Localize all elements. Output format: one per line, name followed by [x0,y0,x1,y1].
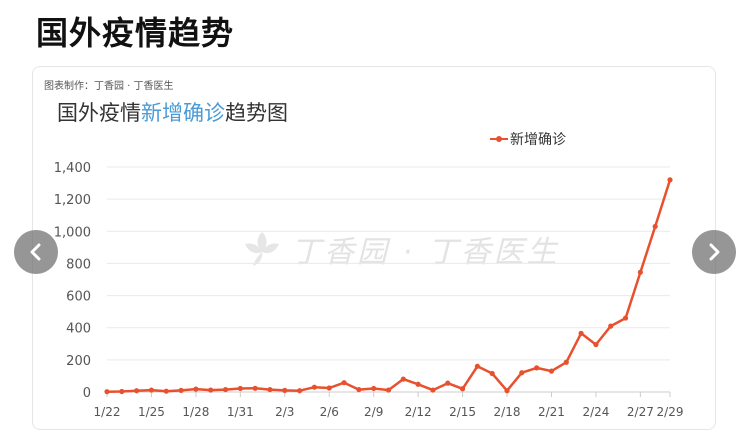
legend-label: 新增确诊 [510,132,566,148]
legend-line-marker-icon [490,136,508,142]
data-point [297,388,303,394]
y-tick-label: 400 [66,322,91,337]
chart-title-suffix: 趋势图 [225,101,288,125]
data-point [667,177,673,183]
x-tick-label: 1/31 [227,405,254,419]
data-point [637,269,643,275]
carousel-prev-button[interactable] [14,230,58,274]
y-tick-label: 200 [66,354,91,369]
chart-title-prefix: 国外疫情 [57,101,141,125]
data-point [208,387,214,393]
x-tick-label: 2/24 [582,405,609,419]
data-point [652,223,658,230]
chart-credit: 图表制作：丁香园 · 丁香医生 [44,81,174,92]
chevron-right-icon [709,243,720,261]
chart-title-highlight: 新增确诊 [141,101,225,125]
data-point [430,387,436,393]
y-tick-label: 1,000 [54,225,91,240]
data-point [282,387,288,393]
data-point [504,388,510,394]
x-tick-label: 2/18 [494,405,521,419]
chart-legend[interactable]: 新增确诊 [490,129,566,149]
data-point [400,376,406,382]
chart-title: 国外疫情新增确诊趋势图 [57,97,288,127]
data-point [445,380,451,386]
data-point [341,380,347,386]
x-tick-label: 1/22 [94,405,121,419]
data-point [163,388,169,394]
data-point [519,370,525,376]
data-point [252,385,258,391]
data-point [415,381,421,387]
watermark-text: 丁香园 · 丁香医生 [291,235,560,270]
y-tick-label: 600 [66,290,91,305]
x-tick-label: 2/29 [657,405,684,419]
data-point [548,368,555,374]
dxy-leaf-logo-icon [245,232,279,266]
data-point [385,387,392,393]
x-tick-label: 2/6 [320,405,339,419]
watermark: 丁香园 · 丁香医生 [241,227,560,271]
y-tick-label: 800 [66,257,91,272]
data-point [193,386,199,392]
data-point [178,387,184,393]
x-tick-label: 1/28 [182,405,209,419]
data-point [459,386,466,392]
data-point [578,330,584,336]
carousel-next-button[interactable] [692,230,736,274]
y-tick-label: 0 [83,386,91,401]
data-point [474,363,480,369]
data-point [311,384,318,390]
x-tick-label: 1/25 [138,405,165,419]
x-tick-label: 2/15 [449,405,476,419]
y-tick-label: 1,200 [54,193,91,208]
x-tick-label: 2/9 [364,405,383,419]
chart-card: 图表制作：丁香园 · 丁香医生 国外疫情新增确诊趋势图 丁香园 · 丁香医生 新… [32,66,716,430]
data-point [593,341,599,348]
data-point [371,385,377,392]
data-point [489,370,495,377]
x-tick-label: 2/3 [275,405,294,419]
data-point [534,365,540,371]
data-point [608,323,614,329]
x-tick-label: 2/21 [538,405,565,419]
data-point [104,389,110,395]
data-point [237,385,243,392]
data-point [622,315,629,321]
data-point [148,387,155,393]
x-tick-label: 2/27 [627,405,654,419]
data-point [119,388,125,395]
page-title: 国外疫情趋势 [36,14,235,52]
data-point [134,388,140,394]
data-point [356,386,362,393]
data-point [222,386,229,393]
data-point [326,385,332,391]
chevron-left-icon [30,243,41,261]
data-point [267,386,273,393]
data-point [563,359,569,365]
line-chart: 0 200 400 600 800 1,000 1,200 1,400 1/22 1/25 1/28… [54,161,684,419]
x-tick-label: 2/12 [405,405,432,419]
y-tick-label: 1,400 [54,161,91,176]
